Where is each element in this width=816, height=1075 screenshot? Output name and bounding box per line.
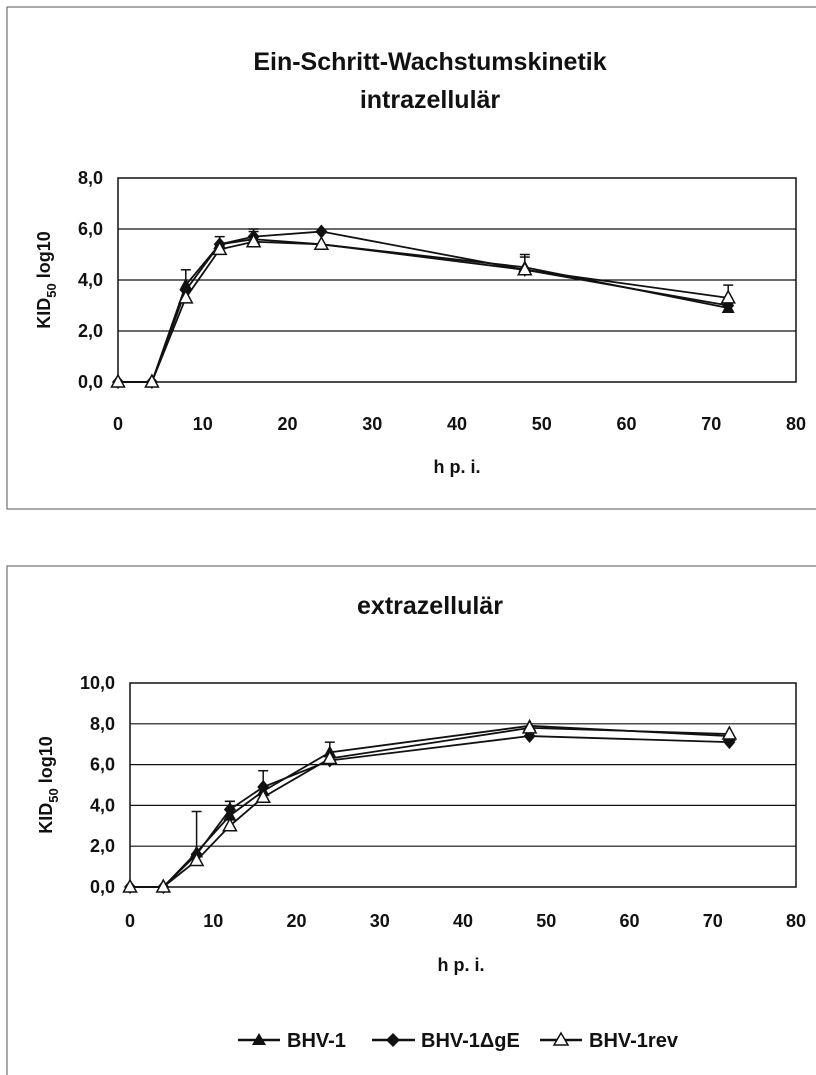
- x-tick-label: 0: [113, 414, 123, 434]
- y-tick-labels: 0,0 2,0 4,0 6,0 8,0: [78, 168, 103, 392]
- data-point: [178, 289, 194, 304]
- y-tick-label: 0,0: [78, 372, 103, 392]
- data-point: [255, 788, 271, 803]
- data-point: [155, 878, 172, 893]
- x-tick-label: 50: [532, 414, 552, 434]
- plot-area: [129, 682, 797, 888]
- legend-label: BHV-1: [287, 1030, 346, 1052]
- data-point: [313, 235, 330, 251]
- x-tick-label: 30: [370, 911, 390, 931]
- series-layer: [110, 224, 736, 389]
- data-point: [322, 749, 338, 765]
- y-tick-label: 0,0: [90, 877, 115, 897]
- y-tick-label: 2,0: [90, 836, 115, 856]
- x-tick-label: 10: [193, 414, 213, 434]
- gridlines: [118, 228, 796, 332]
- y-tick-label: 8,0: [90, 714, 115, 734]
- y-axis-title: KID50 log10: [36, 736, 61, 833]
- y-tick-labels: 0,0 2,0 4,0 6,0 8,0 10,0: [80, 673, 115, 897]
- series-BHV-1rev: [110, 233, 736, 388]
- x-tick-label: 40: [453, 911, 473, 931]
- y-tick-label: 4,0: [90, 795, 115, 815]
- legend-item-bhv1: BHV-1: [238, 1030, 346, 1052]
- x-tick-label: 10: [203, 911, 223, 931]
- legend-item-bhv1rev: BHV-1rev: [540, 1030, 679, 1052]
- data-point: [122, 878, 138, 893]
- x-tick-label: 60: [619, 911, 639, 931]
- diamond-filled-icon: [386, 1033, 400, 1047]
- series-line: [130, 726, 730, 888]
- chart-title: Ein-Schritt-Wachstumskinetik: [253, 48, 606, 76]
- x-tick-label: 60: [616, 414, 636, 434]
- series-BHV-1rev: [122, 719, 738, 893]
- legend-item-bhv1-dge: BHV-1ΔgE: [372, 1030, 520, 1052]
- x-tick-label: 30: [362, 414, 382, 434]
- data-point: [144, 373, 160, 388]
- data-point: [188, 851, 205, 867]
- x-tick-label: 80: [786, 911, 806, 931]
- x-tick-labels: 0 10 20 30 40 50 60 70 80: [125, 911, 806, 931]
- y-tick-label: 6,0: [90, 755, 115, 775]
- data-point: [110, 373, 126, 388]
- legend-label: BHV-1ΔgE: [421, 1030, 520, 1052]
- y-axis-title: KID50 log10: [34, 231, 59, 328]
- data-point: [720, 289, 736, 304]
- x-tick-label: 20: [286, 911, 306, 931]
- data-point: [721, 725, 738, 740]
- legend: BHV-1 BHV-1ΔgE BHV-1rev: [238, 1030, 679, 1052]
- data-point: [222, 817, 238, 832]
- legend-label: BHV-1rev: [589, 1030, 679, 1052]
- data-point: [517, 261, 533, 276]
- x-tick-label: 0: [125, 911, 135, 931]
- data-point: [245, 233, 262, 248]
- x-axis-title: h p. i.: [438, 955, 485, 975]
- triangle-open-icon: [552, 1031, 570, 1046]
- gridlines: [130, 723, 796, 847]
- chart-subtitle: intrazellulär: [360, 86, 501, 114]
- series-line: [118, 240, 729, 383]
- data-point: [315, 224, 328, 239]
- x-tick-label: 50: [536, 911, 556, 931]
- y-tick-label: 4,0: [78, 270, 103, 290]
- x-tick-label: 40: [447, 414, 467, 434]
- x-tick-label: 70: [701, 414, 721, 434]
- x-axis-title: h p. i.: [434, 457, 481, 477]
- x-tick-label: 80: [786, 414, 806, 434]
- y-tick-label: 8,0: [78, 168, 103, 188]
- chart-title: extrazellulär: [357, 592, 503, 620]
- y-tick-label: 6,0: [78, 219, 103, 239]
- x-tick-label: 20: [277, 414, 297, 434]
- series-layer: [122, 718, 738, 894]
- x-tick-labels: 0 10 20 30 40 50 60 70 80: [113, 414, 806, 434]
- data-point: [223, 802, 236, 817]
- chart-panel-extracellular: extrazellulär 0,0 2,0 4,0 6,0 8,0 10,0 0 10 20 3…: [6, 565, 816, 1075]
- data-point: [521, 719, 538, 734]
- data-point: [211, 240, 228, 256]
- data-point: [257, 780, 270, 795]
- y-tick-label: 2,0: [78, 321, 103, 341]
- y-tick-label: 10,0: [80, 673, 115, 693]
- triangle-filled-icon: [252, 1033, 266, 1045]
- chart-panel-intracellular: Ein-Schritt-Wachstumskinetik intrazellul…: [6, 6, 816, 510]
- x-tick-label: 70: [703, 911, 723, 931]
